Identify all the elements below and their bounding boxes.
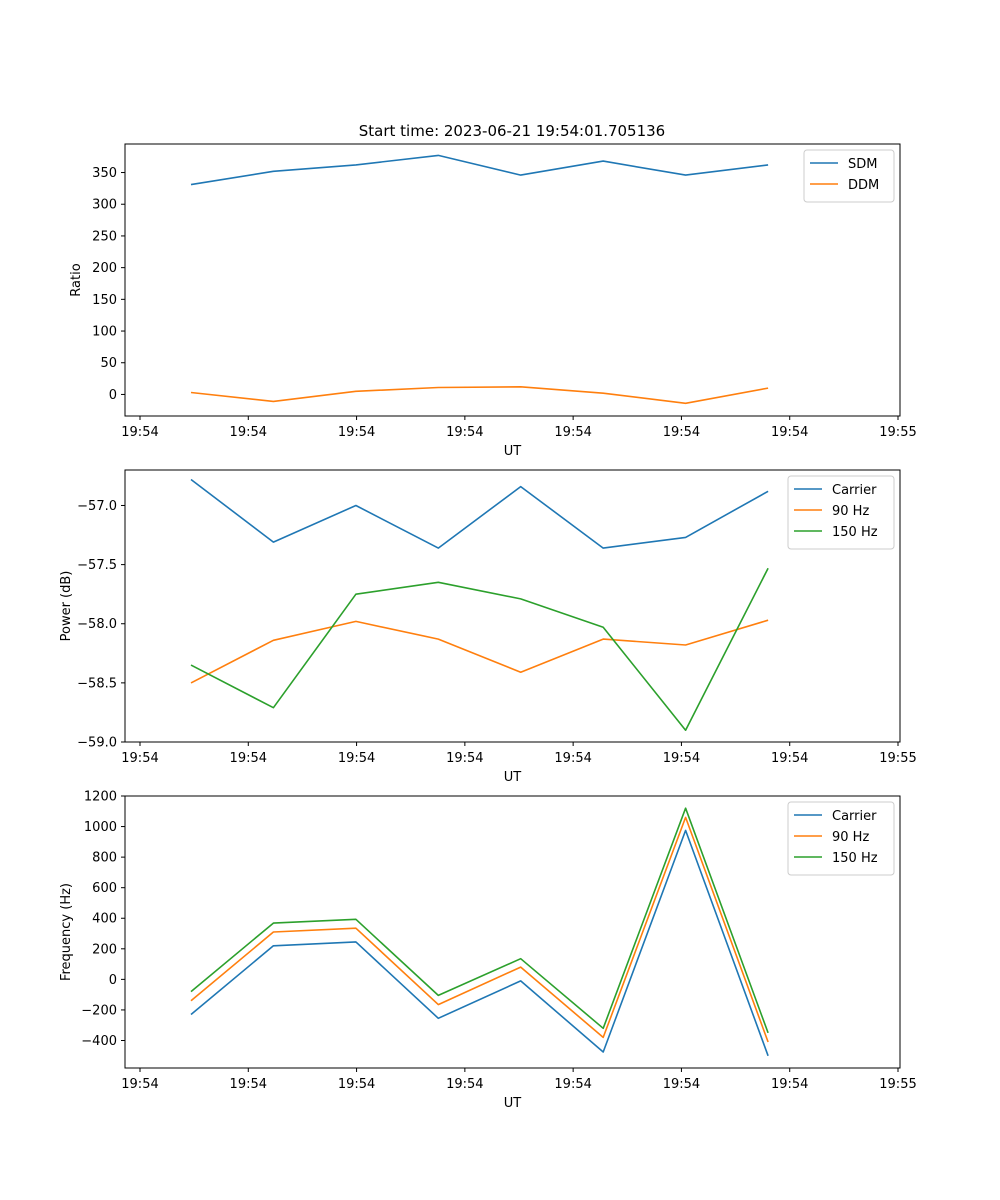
y-tick-label: 350 (92, 166, 117, 181)
x-tick-label: 19:54 (554, 751, 591, 766)
x-axis-label: UT (504, 1096, 522, 1111)
series-line-90-hz (190, 816, 769, 1043)
y-axis-label: Frequency (Hz) (59, 883, 74, 981)
series-line-ddm (190, 385, 769, 405)
y-tick-label: 50 (100, 356, 117, 371)
legend-label: Carrier (832, 483, 877, 498)
y-axis-label: Power (dB) (59, 571, 74, 642)
series-line-carrier (190, 829, 769, 1057)
chart-panel-3: 19:54 19:54 19:54 19:54 19:54 19:54 19:54 19:55… (59, 790, 917, 1112)
legend: Carrier 90 Hz 150 Hz (787, 801, 895, 876)
y-tick-label: 300 (92, 198, 117, 213)
legend-label: 150 Hz (832, 525, 878, 540)
y-tick-label: 150 (92, 293, 117, 308)
chart-panel-1: 19:54 19:54 19:54 19:54 19:54 19:54 19:54 19:55… (69, 143, 917, 459)
x-tick-label: 19:54 (230, 1077, 267, 1092)
y-tick-label: 600 (92, 881, 117, 896)
y-tick-label: 200 (92, 942, 117, 957)
series-line-90-hz (190, 619, 769, 684)
series-line-carrier (190, 478, 769, 549)
x-tick-label: 19:54 (554, 1077, 591, 1092)
y-tick-label: 100 (92, 325, 117, 340)
x-tick-label: 19:54 (446, 425, 483, 440)
legend: Carrier 90 Hz 150 Hz (787, 475, 895, 550)
y-tick-label: 0 (109, 388, 117, 403)
x-tick-label: 19:55 (879, 425, 916, 440)
x-tick-label: 19:54 (771, 425, 808, 440)
panels: 19:54 19:54 19:54 19:54 19:54 19:54 19:54 19:55… (59, 143, 917, 1112)
x-tick-label: 19:54 (338, 425, 375, 440)
x-tick-label: 19:54 (663, 1077, 700, 1092)
x-tick-label: 19:55 (879, 751, 916, 766)
plot-frame (124, 469, 901, 743)
x-tick-label: 19:54 (121, 1077, 158, 1092)
x-tick-label: 19:54 (446, 1077, 483, 1092)
y-tick-label: −400 (81, 1034, 117, 1049)
y-tick-label: 400 (92, 912, 117, 927)
y-tick-label: 0 (109, 973, 117, 988)
series-line-sdm (190, 154, 769, 186)
x-tick-label: 19:54 (121, 425, 158, 440)
y-tick-label: −57.0 (77, 499, 117, 514)
y-tick-label: 200 (92, 261, 117, 276)
y-tick-label: −58.0 (77, 617, 117, 632)
x-tick-label: 19:54 (338, 1077, 375, 1092)
figure-title: Start time: 2023-06-21 19:54:01.705136 (359, 122, 665, 140)
x-tick-label: 19:54 (663, 425, 700, 440)
x-tick-label: 19:54 (446, 751, 483, 766)
y-tick-label: −59.0 (77, 736, 117, 751)
x-tick-label: 19:54 (554, 425, 591, 440)
x-tick-label: 19:54 (230, 425, 267, 440)
plot-frame (124, 795, 901, 1069)
x-tick-label: 19:54 (771, 1077, 808, 1092)
legend-label: 150 Hz (832, 851, 878, 866)
legend-label: SDM (848, 157, 877, 172)
series-line-150-hz (190, 567, 769, 732)
x-tick-label: 19:54 (121, 751, 158, 766)
y-tick-label: 800 (92, 851, 117, 866)
legend-label: DDM (848, 178, 879, 193)
y-tick-label: −200 (81, 1003, 117, 1018)
x-axis-label: UT (504, 770, 522, 785)
legend-label: Carrier (832, 809, 877, 824)
x-axis-label: UT (504, 444, 522, 459)
y-tick-label: −57.5 (77, 558, 117, 573)
y-tick-label: 1200 (84, 790, 117, 805)
plot-frame (124, 143, 901, 417)
x-tick-label: 19:55 (879, 1077, 916, 1092)
series-line-150-hz (190, 807, 769, 1034)
legend-label: 90 Hz (832, 504, 869, 519)
legend: SDM DDM (803, 149, 895, 203)
y-tick-label: 1000 (84, 820, 117, 835)
x-tick-label: 19:54 (771, 751, 808, 766)
y-tick-label: 250 (92, 229, 117, 244)
x-tick-label: 19:54 (338, 751, 375, 766)
x-tick-label: 19:54 (663, 751, 700, 766)
x-tick-label: 19:54 (230, 751, 267, 766)
chart-panel-2: 19:54 19:54 19:54 19:54 19:54 19:54 19:54 19:55… (59, 469, 917, 785)
y-tick-label: −58.5 (77, 676, 117, 691)
y-axis-label: Ratio (69, 263, 84, 296)
legend-label: 90 Hz (832, 830, 869, 845)
